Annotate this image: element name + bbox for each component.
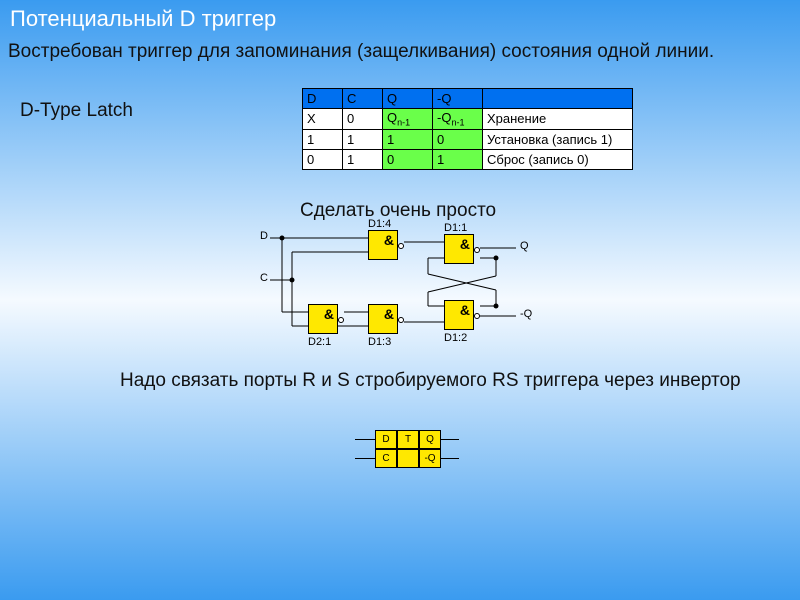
gate-label: D1:2 [444,332,467,344]
symbol-cell-nq: -Q [419,449,441,468]
truth-table-row: 1 1 1 0 Установка (запись 1) [303,129,633,149]
cell: 0 [303,149,343,169]
wire-node [494,304,499,309]
gate-d11: & [444,234,474,264]
cell: 1 [343,129,383,149]
circuit-wires [260,222,560,352]
cell: 0 [343,109,383,130]
cell: 1 [383,129,433,149]
inverter-label: Надо связать порты R и S стробируемого R… [120,370,741,392]
gate-label: D2:1 [308,336,331,348]
port-c-label: C [260,272,268,284]
invert-bubble-icon [338,317,344,323]
gate-d13: & [368,304,398,334]
cell: 0 [433,129,483,149]
truth-table-header: D C Q -Q [303,89,633,109]
wire-node [280,236,285,241]
gate-label: D1:1 [444,222,467,234]
wire [355,439,375,440]
circuit-diagram: D C Q -Q & D1:4 & D1:3 & D2:1 & D1:1 & D… [260,222,560,352]
and-symbol: & [384,232,394,248]
th-nq: -Q [433,89,483,109]
gate-label: D1:4 [368,218,391,230]
truth-table: D C Q -Q X 0 Qn-1 -Qn-1 Хранение 1 1 1 0… [302,88,633,170]
invert-bubble-icon [398,243,404,249]
th-d: D [303,89,343,109]
truth-table-row: 0 1 0 1 Сброс (запись 0) [303,149,633,169]
and-symbol: & [324,306,334,322]
cell: Установка (запись 1) [483,129,633,149]
symbol-cell-empty [397,449,419,468]
latch-label: D-Type Latch [20,100,133,122]
th-c: C [343,89,383,109]
and-symbol: & [384,306,394,322]
port-nq-label: -Q [520,308,532,320]
page-title: Потенциальный D триггер [10,6,276,32]
gate-d14: & [368,230,398,260]
th-q: Q [383,89,433,109]
simple-label: Сделать очень просто [300,200,496,222]
cell: Сброс (запись 0) [483,149,633,169]
invert-bubble-icon [474,247,480,253]
gate-d21: & [308,304,338,334]
symbol-cell-c: C [375,449,397,468]
wire [441,439,459,440]
port-q-label: Q [520,240,529,252]
cell: 0 [383,149,433,169]
th-desc [483,89,633,109]
wire-node [290,278,295,283]
invert-bubble-icon [398,317,404,323]
dlatch-symbol: D T Q C -Q [355,430,445,475]
and-symbol: & [460,236,470,252]
cell: Хранение [483,109,633,130]
cell: Qn-1 [383,109,433,130]
cell: 1 [303,129,343,149]
wire-node [494,256,499,261]
invert-bubble-icon [474,313,480,319]
symbol-cell-q: Q [419,430,441,449]
cell: 1 [433,149,483,169]
wire [441,458,459,459]
truth-table-row: X 0 Qn-1 -Qn-1 Хранение [303,109,633,130]
symbol-cell-t: T [397,430,419,449]
port-d-label: D [260,230,268,242]
gate-label: D1:3 [368,336,391,348]
cell: -Qn-1 [433,109,483,130]
cell: 1 [343,149,383,169]
page-subtitle: Востребован триггер для запоминания (защ… [8,40,714,64]
wire [355,458,375,459]
cell: X [303,109,343,130]
and-symbol: & [460,302,470,318]
gate-d12: & [444,300,474,330]
symbol-cell-d: D [375,430,397,449]
